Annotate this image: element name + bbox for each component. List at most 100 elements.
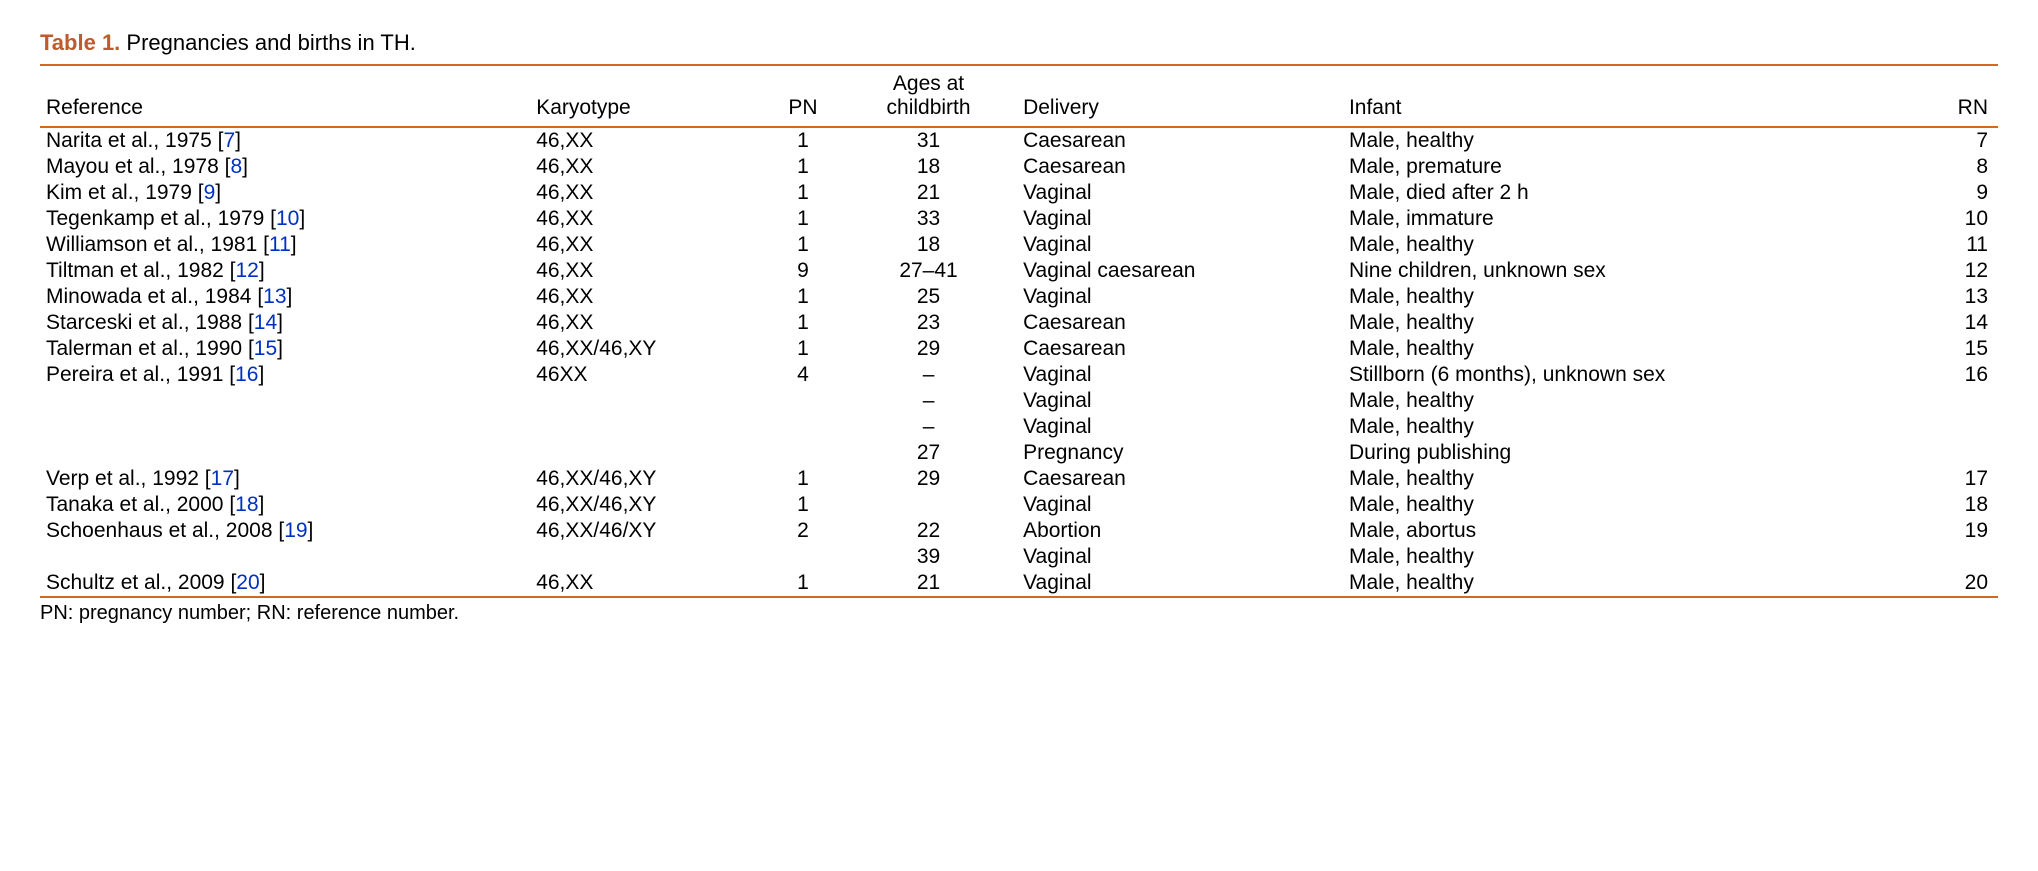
cell-ages [844,492,1017,518]
cell-reference: Starceski et al., 1988 [14] [40,310,530,336]
citation-link[interactable]: 18 [235,493,258,516]
cell-pn [766,544,844,570]
cell-rn: 15 [1918,336,1998,362]
table-row: 39VaginalMale, healthy [40,544,1998,570]
cell-ages: 18 [844,154,1017,180]
cell-pn: 1 [766,310,844,336]
cell-reference: Williamson et al., 1981 [11] [40,232,530,258]
reference-text: Starceski et al., 1988 [46,311,248,334]
cell-pn: 1 [766,206,844,232]
cell-rn: 12 [1918,258,1998,284]
cell-rn: 20 [1918,570,1998,597]
cell-pn: 2 [766,518,844,544]
cell-infant: Male, premature [1343,154,1918,180]
cell-pn [766,388,844,414]
citation-link[interactable]: 8 [230,155,242,178]
table-row: Kim et al., 1979 [9]46,XX121VaginalMale,… [40,180,1998,206]
cell-rn: 14 [1918,310,1998,336]
citation-link[interactable]: 17 [211,467,234,490]
cell-karyotype: 46,XX/46/XY [530,518,766,544]
citation-link[interactable]: 12 [236,259,259,282]
cell-pn [766,414,844,440]
col-ages-line2: childbirth [887,96,971,119]
cell-rn: 17 [1918,466,1998,492]
reference-text: Schultz et al., 2009 [46,571,230,594]
reference-text: Minowada et al., 1984 [46,285,257,308]
citation-link[interactable]: 10 [276,207,299,230]
reference-text: Williamson et al., 1981 [46,233,263,256]
citation-link[interactable]: 11 [269,233,291,256]
cell-delivery: Vaginal caesarean [1017,258,1343,284]
table-row: –VaginalMale, healthy [40,414,1998,440]
cell-infant: Male, healthy [1343,284,1918,310]
table-row: Narita et al., 1975 [7]46,XX131Caesarean… [40,127,1998,154]
cell-rn: 10 [1918,206,1998,232]
cell-delivery: Vaginal [1017,492,1343,518]
col-rn: RN [1918,65,1998,127]
cell-pn: 1 [766,466,844,492]
cell-reference: Tegenkamp et al., 1979 [10] [40,206,530,232]
cell-ages: 27–41 [844,258,1017,284]
cell-pn: 1 [766,180,844,206]
col-delivery: Delivery [1017,65,1343,127]
cell-ages: 29 [844,336,1017,362]
cell-ages: – [844,362,1017,388]
cell-reference: Talerman et al., 1990 [15] [40,336,530,362]
cell-ages: 27 [844,440,1017,466]
cell-karyotype: 46,XX [530,310,766,336]
cell-pn: 1 [766,154,844,180]
cell-reference [40,440,530,466]
table-row: Starceski et al., 1988 [14]46,XX123Caesa… [40,310,1998,336]
col-reference: Reference [40,65,530,127]
cell-infant: Male, died after 2 h [1343,180,1918,206]
cell-infant: Male, healthy [1343,570,1918,597]
citation-link[interactable]: 15 [254,337,277,360]
col-ages-line1: Ages at [893,72,964,95]
table-row: –VaginalMale, healthy [40,388,1998,414]
cell-ages: 22 [844,518,1017,544]
cell-pn: 1 [766,336,844,362]
cell-karyotype: 46,XX/46,XY [530,336,766,362]
cell-reference: Verp et al., 1992 [17] [40,466,530,492]
cell-infant: Male, healthy [1343,310,1918,336]
cell-ages: 33 [844,206,1017,232]
cell-delivery: Vaginal [1017,414,1343,440]
citation-link[interactable]: 14 [254,311,277,334]
cell-pn: 9 [766,258,844,284]
cell-pn [766,440,844,466]
cell-ages: 18 [844,232,1017,258]
cell-reference: Mayou et al., 1978 [8] [40,154,530,180]
cell-infant: Male, healthy [1343,414,1918,440]
cell-pn: 1 [766,127,844,154]
reference-text: Pereira et al., 1991 [46,363,229,386]
cell-infant: Nine children, unknown sex [1343,258,1918,284]
table-row: Tegenkamp et al., 1979 [10]46,XX133Vagin… [40,206,1998,232]
citation-link[interactable]: 9 [204,181,216,204]
cell-rn: 8 [1918,154,1998,180]
cell-pn: 1 [766,492,844,518]
cell-pn: 1 [766,570,844,597]
citation-link[interactable]: 7 [223,129,235,152]
cell-karyotype [530,440,766,466]
citation-link[interactable]: 13 [263,285,286,308]
cell-reference [40,544,530,570]
cell-rn: 9 [1918,180,1998,206]
cell-delivery: Vaginal [1017,544,1343,570]
cell-infant: Male, abortus [1343,518,1918,544]
cell-karyotype: 46,XX [530,127,766,154]
cell-infant: Male, healthy [1343,127,1918,154]
citation-link[interactable]: 20 [236,571,259,594]
citation-link[interactable]: 16 [235,363,258,386]
cell-infant: Male, healthy [1343,544,1918,570]
cell-reference: Schoenhaus et al., 2008 [19] [40,518,530,544]
cell-karyotype: 46,XX [530,570,766,597]
citation-link[interactable]: 19 [284,519,307,542]
cell-delivery: Vaginal [1017,284,1343,310]
cell-infant: Male, healthy [1343,466,1918,492]
cell-delivery: Caesarean [1017,127,1343,154]
table-row: Williamson et al., 1981 [11]46,XX118Vagi… [40,232,1998,258]
reference-text: Mayou et al., 1978 [46,155,225,178]
cell-karyotype [530,388,766,414]
cell-karyotype: 46,XX [530,154,766,180]
cell-pn: 4 [766,362,844,388]
